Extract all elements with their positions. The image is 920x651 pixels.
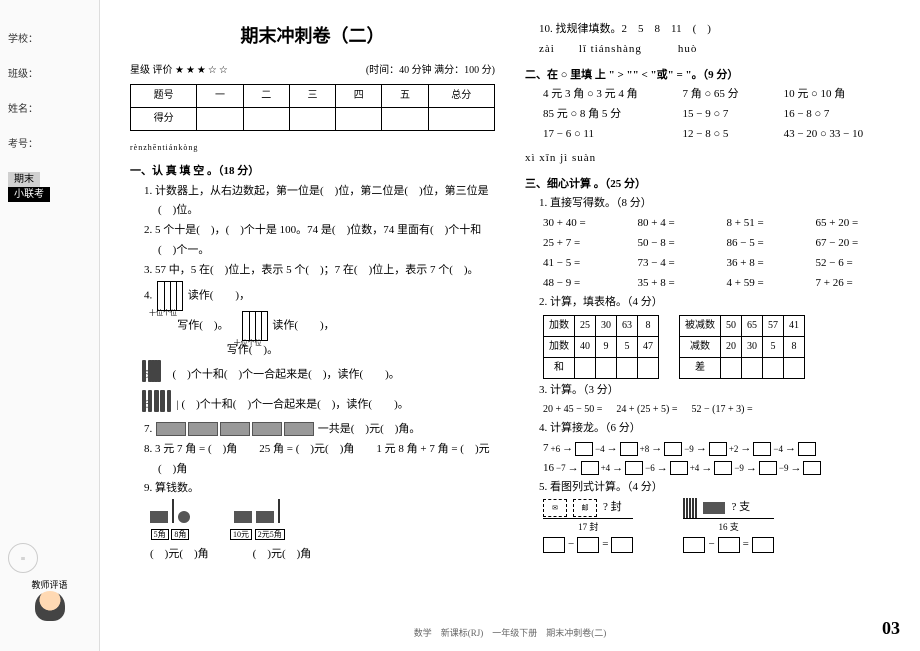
s2-title: 二、在 ○ 里填 上 " > "" < "或" = "。（9 分）	[525, 66, 890, 86]
s3-title: 三、细心计算 。（25 分）	[525, 175, 890, 195]
score-table: 题号 一 二 三 四 五 总分 得分	[130, 84, 495, 131]
abacus-icon: 十位个位	[157, 281, 183, 311]
th-4: 四	[336, 85, 382, 108]
th-1: 一	[197, 85, 243, 108]
th-3: 三	[289, 85, 335, 108]
q10: 10. 找规律填数。2 5 8 11 ( )	[539, 20, 890, 40]
col-right: 10. 找规律填数。2 5 8 11 ( ) zài lǐ tiánshàng …	[525, 20, 890, 631]
q5: 5. ( )个十和( )个一合起来是( )，读作( )。	[144, 360, 495, 390]
chain1: 7 +6→ −4→ +8→ −9→ +2→ −4→	[543, 439, 890, 459]
q9-ans: ( )元( )角 ( )元( )角	[150, 545, 495, 565]
comment-icon: ≡	[8, 543, 38, 573]
q7: 7. 一共是( )元( )角。	[144, 420, 495, 440]
th-2: 二	[243, 85, 289, 108]
pic-problems: ✉邮 ? 封 17 封 −= ? 支 16 支 −=	[543, 498, 890, 555]
page-number: 03	[882, 618, 900, 639]
q9-images: 5角 8角 10元 2元5角	[150, 499, 495, 545]
side-tag-exam: 小联考	[8, 187, 50, 202]
th-5: 五	[382, 85, 428, 108]
table-add: 加数2530638 加数409547 和	[543, 315, 659, 379]
abacus-icon: 十位个位	[242, 311, 268, 341]
avatar-icon	[35, 591, 65, 621]
q9: 9. 算钱数。	[144, 479, 495, 499]
duration: (时间：40 分钟 满分：100 分)	[366, 62, 495, 80]
th-6: 总分	[428, 85, 494, 108]
meta-row: 星级 评价 ★★★☆☆ (时间：40 分钟 满分：100 分)	[130, 62, 495, 80]
side-name: 姓名：	[8, 100, 91, 115]
side-school: 学校：	[8, 30, 91, 45]
side-class: 班级：	[8, 65, 91, 80]
s2-pinyin: zài lǐ tiánshàng huò	[539, 40, 890, 60]
s1-title: 一、认 真 填 空 。（18 分）	[130, 162, 495, 182]
col-left: 期末冲刺卷（二） 星级 评价 ★★★☆☆ (时间：40 分钟 满分：100 分)…	[130, 20, 495, 631]
s3-5: 5. 看图列式计算。（4 分）	[539, 478, 890, 498]
side-exam: 考号：	[8, 135, 91, 150]
footer: 数学 新课标(RJ) 一年级下册 期末冲刺卷(二)	[414, 626, 607, 639]
q2: 2. 5 个十是( )，( )个十是 100。74 是( )位数，74 里面有(…	[144, 221, 495, 261]
teacher-label: 教师评语	[8, 578, 91, 591]
table-sub: 被减数50655741 减数203058 差	[679, 315, 805, 379]
page: 学校： 班级： 姓名： 考号： 期末 小联考 ≡ 教师评语 期末冲刺卷（二） 星…	[0, 0, 920, 651]
th-0: 题号	[131, 85, 197, 108]
q8: 8. 3 元 7 角 = ( )角 25 角 = ( )元( )角 1 元 8 …	[144, 440, 495, 480]
main: 期末冲刺卷（二） 星级 评价 ★★★☆☆ (时间：40 分钟 满分：100 分)…	[100, 0, 920, 651]
stars: ★★★☆☆	[175, 65, 230, 76]
q6: 6. | ( )个十和( )个一合起来是( )，读作( )。	[144, 390, 495, 420]
s3-pinyin: xì xīn jì suàn	[525, 149, 890, 169]
q1: 1. 计数器上，从右边数起，第一位是( )位，第二位是( )位，第三位是( )位…	[144, 182, 495, 222]
s3-2: 2. 计算，填表格。（4 分）	[539, 293, 890, 313]
s1-pinyin: rènzhēntiánkòng	[130, 141, 495, 155]
sidebar: 学校： 班级： 姓名： 考号： 期末 小联考 ≡ 教师评语	[0, 0, 100, 651]
row-score: 得分	[131, 108, 197, 131]
s3-4: 4. 计算接龙。（6 分）	[539, 419, 890, 439]
page-title: 期末冲刺卷（二）	[130, 20, 495, 52]
stamp-icon: 邮	[573, 499, 597, 517]
side-tag-final: 期末	[8, 172, 40, 187]
s2-grid: 4 元 3 角 ○ 3 元 4 角7 角 ○ 65 分10 元 ○ 10 角 8…	[543, 85, 890, 144]
calc1: 30 + 40 =80 + 4 =8 + 51 =65 + 20 = 25 + …	[543, 214, 890, 293]
q3: 3. 57 中，5 在( )位上，表示 5 个( )；7 在( )位上，表示 7…	[144, 261, 495, 281]
chain2: 16 −7→ +4→ −6→ +4→ −9→ −9→	[543, 459, 890, 479]
q4: 4. 十位个位 读作( )， 写作( )。 十位个位 读作( )， 写作( )。	[144, 281, 495, 361]
s3-1: 1. 直接写得数。（8 分）	[539, 194, 890, 214]
rating-label: 星级 评价	[130, 65, 173, 76]
s3-3: 3. 计算。（3 分）	[539, 381, 890, 401]
